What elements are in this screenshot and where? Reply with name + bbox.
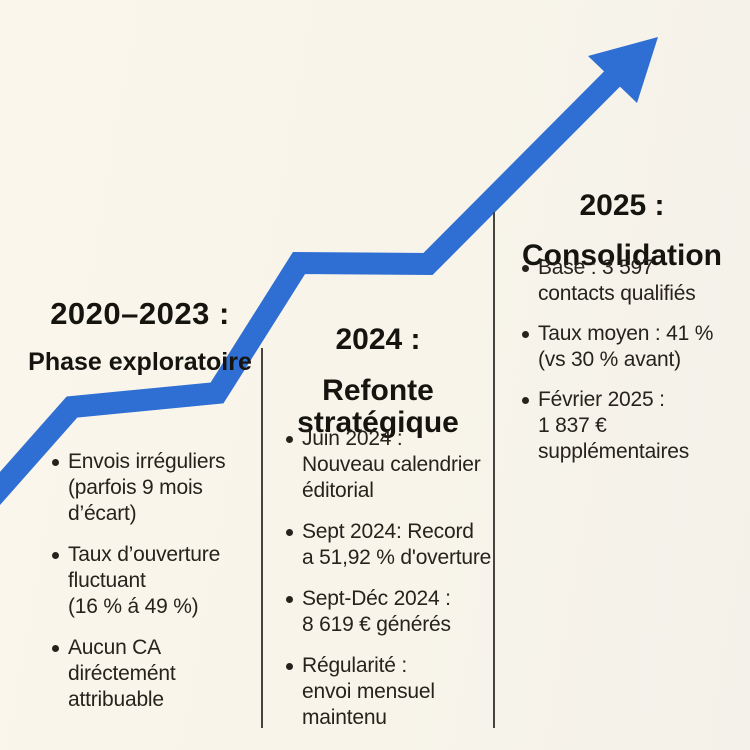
- phase-period: 2025 :: [579, 189, 665, 222]
- bullet-text: Juin 2024 : Nouveau calendrier éditorial: [302, 427, 481, 502]
- bullet-text: Aucun CA diréctemént attribuable: [68, 636, 176, 711]
- bullet-text: Envois irréguliers (parfois 9 mois d’éca…: [68, 450, 226, 525]
- bullet-dot: [286, 663, 293, 670]
- phase-bullet-list-2025: Base : 3 597 contacts qualifiés Taux moy…: [522, 255, 740, 479]
- bullet-text: Février 2025 : 1 837 € supplémentaires: [538, 388, 690, 463]
- divider-col2-col3: [493, 212, 495, 728]
- bullet-dot: [522, 265, 529, 272]
- phase-period: 2024 :: [335, 323, 421, 356]
- bullet-dot: [52, 459, 59, 466]
- bullet-dot: [522, 397, 529, 404]
- bullet-text: Sept 2024: Record a 51,92 % d'overture: [302, 520, 492, 569]
- bullet-item: Taux moyen : 41 % (vs 30 % avant): [522, 321, 740, 373]
- bullet-item: Juin 2024 : Nouveau calendrier éditorial: [286, 426, 498, 504]
- bullet-dot: [286, 529, 293, 536]
- bullet-item: Février 2025 : 1 837 € supplémentaires: [522, 387, 740, 465]
- phase-heading-2024: 2024 : Refonte stratégique: [262, 306, 494, 458]
- bullet-text: Taux moyen : 41 % (vs 30 % avant): [538, 322, 714, 371]
- bullet-text: Base : 3 597 contacts qualifiés: [538, 256, 696, 305]
- bullet-item: Aucun CA diréctemént attribuable: [52, 635, 257, 713]
- bullet-dot: [52, 552, 59, 559]
- bullet-text: Sept-Déc 2024 : 8 619 € générés: [302, 587, 451, 636]
- bullet-dot: [52, 645, 59, 652]
- phase-bullet-list-2020-2023: Envois irréguliers (parfois 9 mois d’éca…: [52, 449, 257, 713]
- phase-bullet-list-2024: Juin 2024 : Nouveau calendrier éditorial…: [286, 426, 498, 731]
- bullet-text: Régularité : envoi mensuel maintenu: [302, 654, 435, 729]
- bullet-dot: [522, 331, 529, 338]
- bullet-dot: [286, 596, 293, 603]
- phase-heading-2020-2023: 2020–2023 : Phase exploratoire: [8, 279, 272, 394]
- phase-title: Consolidation: [522, 239, 722, 272]
- phase-title: Phase exploratoire: [28, 348, 252, 376]
- bullet-item: Taux d’ouverture fluctuant (16 % á 49 %): [52, 542, 257, 620]
- bullet-text: Taux d’ouverture fluctuant (16 % á 49 %): [68, 543, 221, 618]
- bullet-item: Envois irréguliers (parfois 9 mois d’éca…: [52, 449, 257, 527]
- phase-title: Refonte stratégique: [297, 373, 459, 439]
- phase-heading-2025: 2025 : Consolidation: [494, 172, 750, 290]
- bullet-item: Base : 3 597 contacts qualifiés: [522, 255, 740, 307]
- arrow-shaft: [0, 64, 627, 506]
- bullet-item: Sept 2024: Record a 51,92 % d'overture: [286, 519, 498, 571]
- bullet-item: Régularité : envoi mensuel maintenu: [286, 653, 498, 731]
- bullet-dot: [286, 436, 293, 443]
- arrow-head-icon: [588, 37, 658, 103]
- divider-col1-col2: [261, 348, 263, 728]
- phase-period: 2020–2023 :: [50, 296, 230, 331]
- bullet-item: Sept-Déc 2024 : 8 619 € générés: [286, 586, 498, 638]
